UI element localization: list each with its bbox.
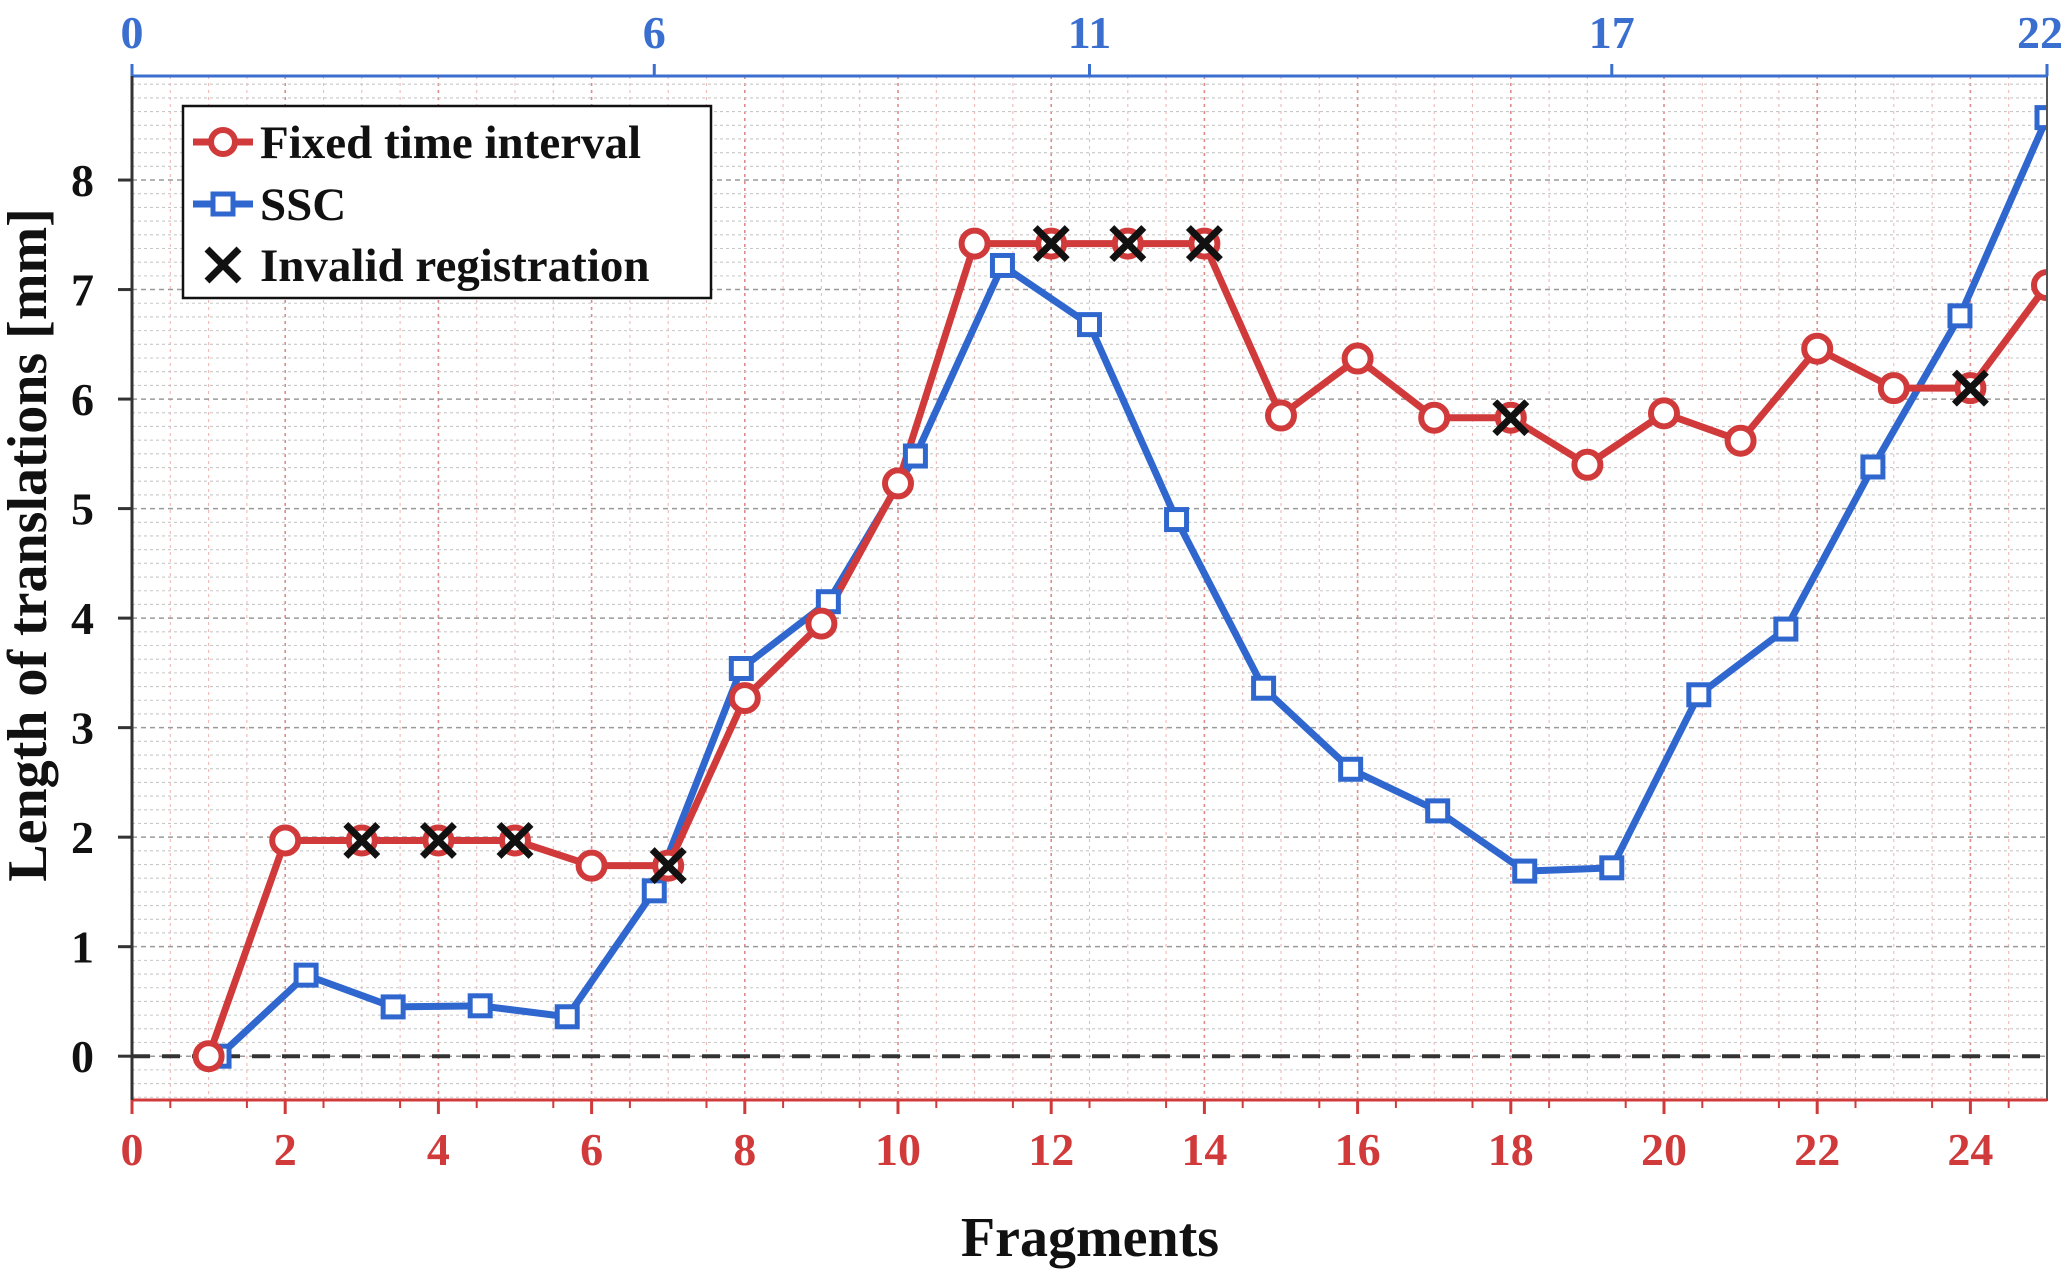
y-tick-label: 8 <box>71 155 94 206</box>
y-tick-label: 4 <box>71 593 94 644</box>
legend-label: Fixed time interval <box>260 117 641 169</box>
legend-square-marker <box>210 191 236 217</box>
top-tick-label: 22 <box>2017 7 2063 58</box>
x-tick-label: 12 <box>1028 1124 1074 1175</box>
ssc-point <box>1773 616 1799 642</box>
invalid-registration-marker <box>1032 225 1070 263</box>
ssc-point <box>1077 312 1102 338</box>
fixed-time-interval-point <box>1265 399 1297 432</box>
ssc-point <box>1338 756 1364 782</box>
legend-x-marker <box>204 246 242 284</box>
ssc-point <box>380 994 406 1020</box>
ssc-point <box>293 962 319 988</box>
x-tick-label: 18 <box>1488 1124 1534 1175</box>
series-layer <box>192 105 2047 1073</box>
x-tick-label: 20 <box>1641 1124 1687 1175</box>
ssc-point <box>1860 454 1886 480</box>
ssc-point <box>1251 675 1277 701</box>
invalid-registration-marker <box>496 821 534 859</box>
ssc-point <box>1425 798 1451 824</box>
x-tick-label: 24 <box>1947 1124 1993 1175</box>
legend: Fixed time interval SSC Invalid registrati… <box>181 104 713 300</box>
x-tick-label: 4 <box>427 1124 450 1175</box>
fixed-time-interval-point <box>1341 342 1374 375</box>
legend-item-ssc: SSC <box>193 179 346 231</box>
ssc-line <box>215 114 2047 1060</box>
ssc-point <box>902 443 928 469</box>
legend-label: SSC <box>260 179 346 231</box>
invalid-registration-marker <box>343 821 381 859</box>
fixed-time-interval-point <box>1724 424 1757 457</box>
ssc-point <box>1686 682 1712 708</box>
fixed-time-interval-point <box>575 849 608 882</box>
invalid-registration-marker <box>1492 399 1530 437</box>
top-tick-label: 6 <box>643 7 666 58</box>
fixed-time-interval-point <box>1648 397 1680 430</box>
ssc-point <box>728 655 754 681</box>
y-tick-label: 5 <box>71 484 94 535</box>
top-tick-label: 17 <box>1589 7 1635 58</box>
y-tick-label: 3 <box>71 703 94 754</box>
legend-circle-marker <box>208 127 238 157</box>
fixed-time-interval-point <box>1418 401 1451 434</box>
x-tick-label: 6 <box>580 1124 603 1175</box>
y-tick-label: 0 <box>71 1031 94 1082</box>
x-tick-label: 16 <box>1335 1124 1381 1175</box>
ssc-point <box>467 993 493 1019</box>
y-tick-label: 6 <box>71 374 94 425</box>
invalid-registration-marker <box>419 821 457 859</box>
legend-item-invalid-registration: Invalid registration <box>204 240 650 292</box>
fixed-time-interval-point <box>805 607 838 640</box>
top-tick-label: 11 <box>1068 7 1111 58</box>
x-tick-label: 14 <box>1181 1124 1227 1175</box>
invalid-registration-marker <box>1109 225 1147 263</box>
y-tick-label: 7 <box>71 265 94 316</box>
ssc-point <box>554 1004 580 1030</box>
x-tick-label: 0 <box>121 1124 144 1175</box>
top-tick-label: 0 <box>121 7 144 58</box>
ssc-point <box>2034 105 2047 131</box>
ssc-point <box>1947 303 1973 329</box>
x-tick-label: 8 <box>733 1124 756 1175</box>
ssc-point <box>1512 858 1538 884</box>
y-tick-label: 1 <box>71 922 94 973</box>
ssc-point <box>989 252 1015 278</box>
fixed-time-interval-point <box>1877 372 1910 405</box>
x-tick-label: 10 <box>875 1124 921 1175</box>
fixed-time-interval-point <box>1571 448 1604 481</box>
x-axis-title: Fragments <box>961 1207 1219 1269</box>
fixed-time-interval-point <box>2031 269 2047 302</box>
invalid-registration-marker <box>1951 369 1989 407</box>
ssc-point <box>641 878 667 904</box>
y-axis-title: Length of translations [mm] <box>0 208 59 882</box>
x-tick-label: 2 <box>274 1124 297 1175</box>
fixed-time-interval-point <box>882 467 914 500</box>
fixed-time-interval-point <box>192 1040 225 1073</box>
legend-item-fixed-time-interval: Fixed time interval <box>193 117 641 169</box>
x-tick-label: 22 <box>1794 1124 1840 1175</box>
legend-label: Invalid registration <box>260 240 650 292</box>
ssc-point <box>1164 507 1190 533</box>
y-tick-label: 2 <box>71 812 94 863</box>
fixed-time-interval-point <box>1801 332 1834 365</box>
ssc-point <box>1599 855 1625 881</box>
invalid-registration-marker <box>649 847 687 885</box>
invalid-registration-marker <box>1185 225 1223 263</box>
legend-box <box>181 104 713 300</box>
fixed-time-interval-point <box>728 682 761 715</box>
fixed-time-interval-point <box>958 227 991 260</box>
fixed-time-interval-point <box>269 824 302 857</box>
